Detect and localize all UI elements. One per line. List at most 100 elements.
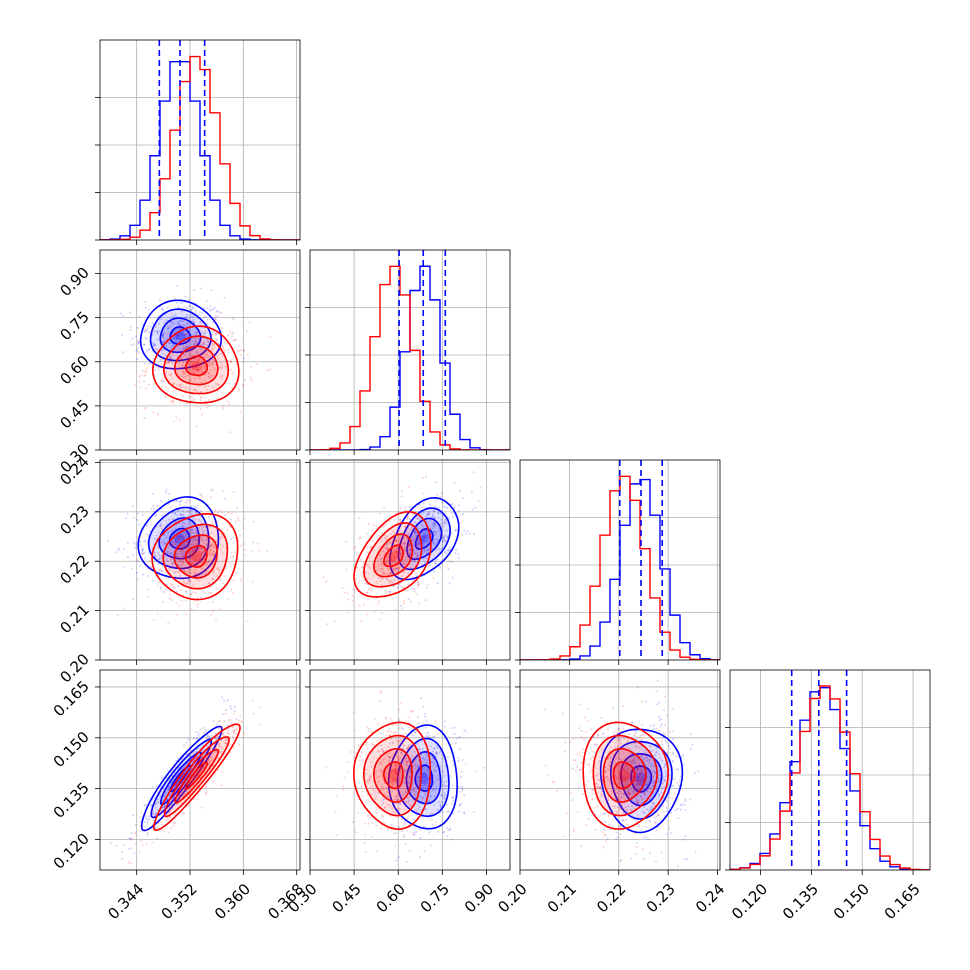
scatter-point — [191, 778, 194, 781]
scatter-point — [202, 550, 205, 553]
scatter-point — [128, 847, 131, 850]
scatter-point — [390, 572, 393, 575]
scatter-point — [211, 342, 214, 345]
scatter-point — [210, 733, 213, 736]
scatter-point — [407, 555, 410, 558]
scatter-point — [172, 322, 175, 325]
scatter-point — [167, 362, 170, 365]
scatter-point — [446, 835, 449, 838]
scatter-point — [645, 764, 648, 767]
scatter-point — [445, 780, 448, 783]
scatter-point — [168, 786, 171, 789]
scatter-point — [377, 563, 380, 566]
scatter-point — [616, 791, 619, 794]
scatter-point — [168, 810, 171, 813]
scatter-point — [379, 690, 382, 693]
scatter-point — [186, 331, 189, 334]
scatter-point — [151, 322, 154, 325]
scatter-point — [334, 811, 337, 814]
scatter-point — [399, 552, 402, 555]
scatter-point — [148, 560, 151, 563]
scatter-point — [386, 746, 389, 749]
scatter-point — [145, 843, 148, 846]
scatter-point — [653, 802, 656, 805]
scatter-point — [392, 568, 395, 571]
scatter-point — [183, 582, 186, 585]
scatter-point — [211, 488, 214, 491]
scatter-point — [143, 374, 146, 377]
scatter-point — [397, 557, 400, 560]
scatter-point — [400, 752, 403, 755]
scatter-point — [468, 532, 471, 535]
scatter-point — [183, 537, 186, 540]
scatter-point — [140, 548, 143, 551]
scatter-point — [411, 535, 414, 538]
scatter-point — [209, 545, 212, 548]
scatter-point — [183, 569, 186, 572]
scatter-point — [179, 320, 182, 323]
scatter-point — [235, 520, 238, 523]
scatter-point — [404, 822, 407, 825]
scatter-point — [362, 562, 365, 565]
scatter-point — [230, 360, 233, 363]
scatter-point — [594, 828, 597, 831]
scatter-point — [164, 794, 167, 797]
scatter-point — [457, 759, 460, 762]
scatter-point — [195, 542, 198, 545]
scatter-point — [197, 574, 200, 577]
scatter-point — [188, 752, 191, 755]
scatter-point — [162, 380, 165, 383]
scatter-panel-2-0 — [95, 459, 301, 665]
scatter-point — [432, 764, 435, 767]
scatter-point — [406, 516, 409, 519]
scatter-point — [392, 560, 395, 563]
scatter-point — [165, 371, 168, 374]
contour-series-0 — [610, 740, 673, 820]
scatter-point — [188, 299, 191, 302]
scatter-point — [194, 536, 197, 539]
scatter-point — [404, 771, 407, 774]
scatter-point — [408, 743, 411, 746]
scatter-point — [156, 809, 159, 812]
scatter-point — [182, 513, 185, 516]
scatter-point — [626, 776, 629, 779]
scatter-point — [220, 367, 223, 370]
scatter-point — [128, 837, 131, 840]
scatter-point — [190, 593, 193, 596]
scatter-point — [410, 567, 413, 570]
scatter-point — [426, 533, 429, 536]
scatter-point — [382, 787, 385, 790]
scatter-point — [193, 758, 196, 761]
scatter-point — [634, 732, 637, 735]
scatter-point — [160, 776, 163, 779]
scatter-point — [609, 781, 612, 784]
scatter-point — [371, 539, 374, 542]
scatter-point — [195, 362, 198, 365]
scatter-point — [405, 529, 408, 532]
scatter-point — [463, 812, 466, 815]
scatter-point — [403, 543, 406, 546]
scatter-point — [144, 406, 147, 409]
scatter-point — [453, 482, 456, 485]
scatter-point — [212, 555, 215, 558]
scatter-point — [451, 796, 454, 799]
scatter-point — [414, 521, 417, 524]
scatter-point — [446, 756, 449, 759]
scatter-point — [425, 787, 428, 790]
scatter-point — [417, 538, 420, 541]
scatter-point — [172, 390, 175, 393]
panel-plot-area — [520, 460, 720, 660]
scatter-point — [642, 836, 645, 839]
scatter-point — [413, 530, 416, 533]
scatter-point — [202, 370, 205, 373]
scatter-point — [364, 768, 367, 771]
scatter-point — [193, 549, 196, 552]
scatter-point — [367, 727, 370, 730]
scatter-point — [189, 305, 192, 308]
scatter-point — [439, 803, 442, 806]
scatter-point — [131, 505, 134, 508]
scatter-point — [187, 579, 190, 582]
scatter-point — [200, 337, 203, 340]
scatter-point — [223, 296, 226, 299]
scatter-point — [236, 517, 239, 520]
